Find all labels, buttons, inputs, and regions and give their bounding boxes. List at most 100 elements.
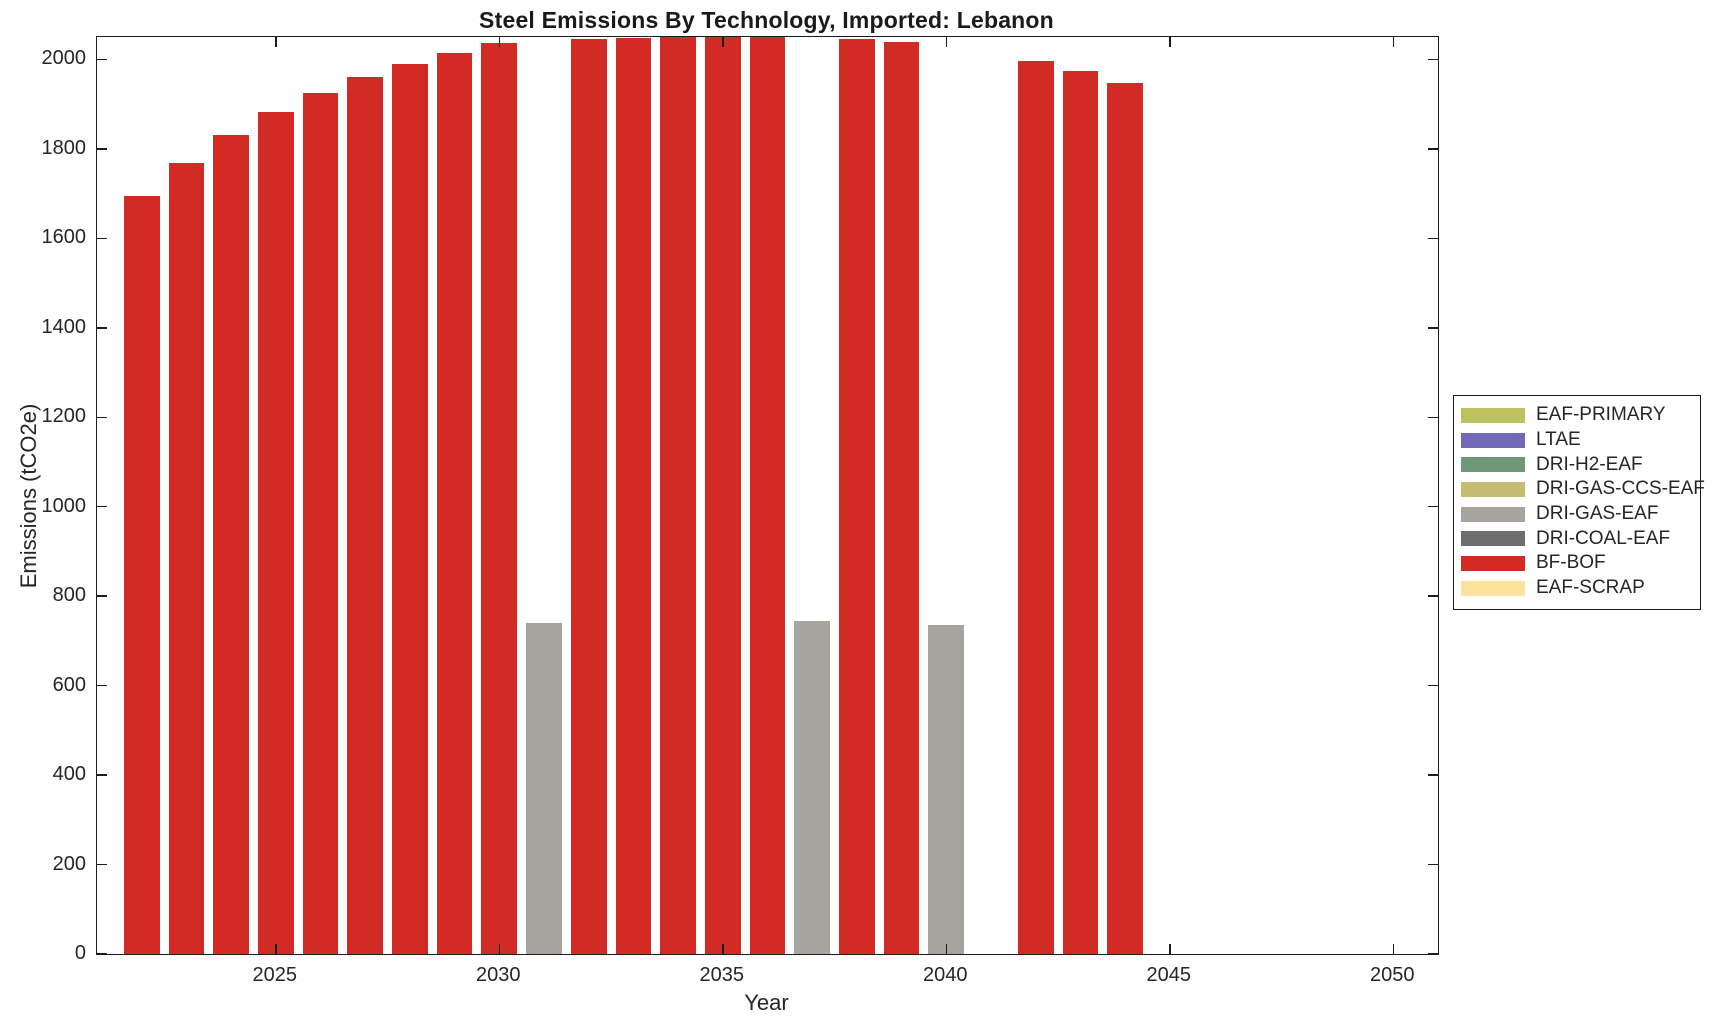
bar-2032-bf-bof [570,39,607,954]
x-tick-label: 2040 [923,964,968,986]
y-tick-label: 1600 [41,226,87,249]
y-tick-label: 1000 [41,494,87,517]
chart-title: Steel Emissions By Technology, Imported:… [479,7,1054,33]
legend-swatch-icon [1461,407,1525,423]
y-tick-mark [1428,416,1438,418]
y-tick-mark [1428,148,1438,150]
x-tick-label: 2045 [1146,964,1192,986]
x-tick-mark [1392,37,1394,47]
legend-swatch-icon [1461,506,1525,522]
bar-2028-bf-bof [392,64,428,954]
y-tick-mark [1428,863,1438,866]
y-tick-mark [97,863,107,866]
y-tick-mark [1428,237,1438,239]
bar-2043-bf-bof [1062,70,1099,954]
y-tick-mark [1428,774,1438,776]
x-tick-mark [498,944,501,954]
legend-item-bf-bof: BF-BOF [1461,551,1694,576]
legend-label: EAF-PRIMARY [1536,404,1666,426]
y-tick-label: 0 [74,942,86,964]
y-tick-mark [1428,58,1438,61]
y-tick-mark [97,774,107,776]
bar-2024-bf-bof [213,135,249,954]
legend-swatch-icon [1461,531,1525,547]
legend-item-eaf-primary: EAF-PRIMARY [1461,403,1694,428]
legend-label: DRI-GAS-EAF [1536,503,1659,525]
x-axis-label: Year [744,990,789,1015]
bar-2035-bf-bof [704,37,741,954]
legend-item-ltae: LTAE [1461,428,1694,453]
y-tick-mark [97,416,107,418]
y-tick-mark [97,327,107,329]
y-tick-mark [97,148,107,150]
y-tick-mark [97,237,107,239]
y-tick-label: 600 [52,673,86,696]
x-tick-label: 2025 [252,964,298,986]
legend-item-dri-h2-eaf: DRI-H2-EAF [1461,452,1694,477]
legend-swatch-icon [1461,457,1525,473]
y-tick-mark [1428,327,1438,329]
legend-label: BF-BOF [1536,552,1606,574]
legend-swatch-icon [1461,481,1525,497]
bar-2040-dri-gas-eaf [928,624,965,954]
x-tick-label: 2035 [699,964,745,986]
legend-item-eaf-scrap: EAF-SCRAP [1461,576,1694,601]
plot-area [96,36,1439,955]
y-tick-label: 1200 [41,405,87,428]
y-tick-mark [1428,595,1438,597]
x-tick-mark [945,944,947,954]
x-tick-mark [1169,37,1171,47]
y-tick-mark [97,953,107,954]
legend: EAF-PRIMARY LTAE DRI-H2-EAF DRI-GAS-CCS-EAF… [1453,395,1705,610]
y-tick-mark [97,595,107,597]
y-tick-label: 800 [52,584,86,607]
legend-item-dri-gas-ccs-eaf: DRI-GAS-CCS-EAF [1461,477,1705,502]
y-tick-mark [97,58,107,61]
bar-2033-bf-bof [615,37,652,954]
x-tick-mark [1392,944,1394,954]
x-tick-mark [945,37,947,47]
y-tick-label: 1800 [41,136,87,159]
x-tick-mark [275,944,277,954]
y-tick-mark [1428,505,1438,508]
bar-2039-bf-bof [883,41,920,954]
y-tick-label: 1400 [41,315,87,338]
y-tick-label: 2000 [41,47,87,70]
bar-2022-bf-bof [123,195,160,954]
x-tick-mark [722,37,724,47]
x-tick-mark [498,37,501,47]
legend-label: LTAE [1536,429,1581,451]
x-tick-mark [1169,944,1171,954]
y-tick-mark [97,505,107,508]
bar-2036-bf-bof [749,37,786,954]
bar-2037-dri-gas-eaf [794,621,831,954]
bar-2025-bf-bof [257,112,294,954]
bar-2034-bf-bof [660,37,696,954]
y-tick-mark [1428,684,1438,687]
legend-swatch-icon [1461,432,1525,448]
x-tick-mark [722,944,724,954]
x-tick-label: 2030 [476,964,521,986]
bar-2030-bf-bof [481,43,518,954]
legend-item-dri-gas-eaf: DRI-GAS-EAF [1461,502,1694,527]
y-tick-label: 400 [52,763,86,786]
bar-2027-bf-bof [347,76,384,954]
bar-2031-dri-gas-eaf [526,622,562,954]
legend-swatch-icon [1461,555,1525,571]
y-tick-label: 200 [52,852,86,875]
x-tick-mark [275,37,277,47]
y-tick-mark [1428,953,1438,954]
y-tick-mark [97,684,107,687]
legend-swatch-icon [1461,580,1525,596]
x-tick-label: 2050 [1370,964,1415,986]
bar-2029-bf-bof [436,53,473,954]
y-axis-label: Emissions (tCO2e) [16,403,41,589]
legend-label: EAF-SCRAP [1536,577,1645,599]
legend-item-dri-coal-eaf: DRI-COAL-EAF [1461,526,1694,551]
legend-label: DRI-H2-EAF [1536,453,1643,475]
legend-label: DRI-GAS-CCS-EAF [1536,478,1705,500]
bar-2042-bf-bof [1017,60,1054,954]
bar-2044-bf-bof [1107,82,1143,954]
bar-2038-bf-bof [839,39,875,954]
